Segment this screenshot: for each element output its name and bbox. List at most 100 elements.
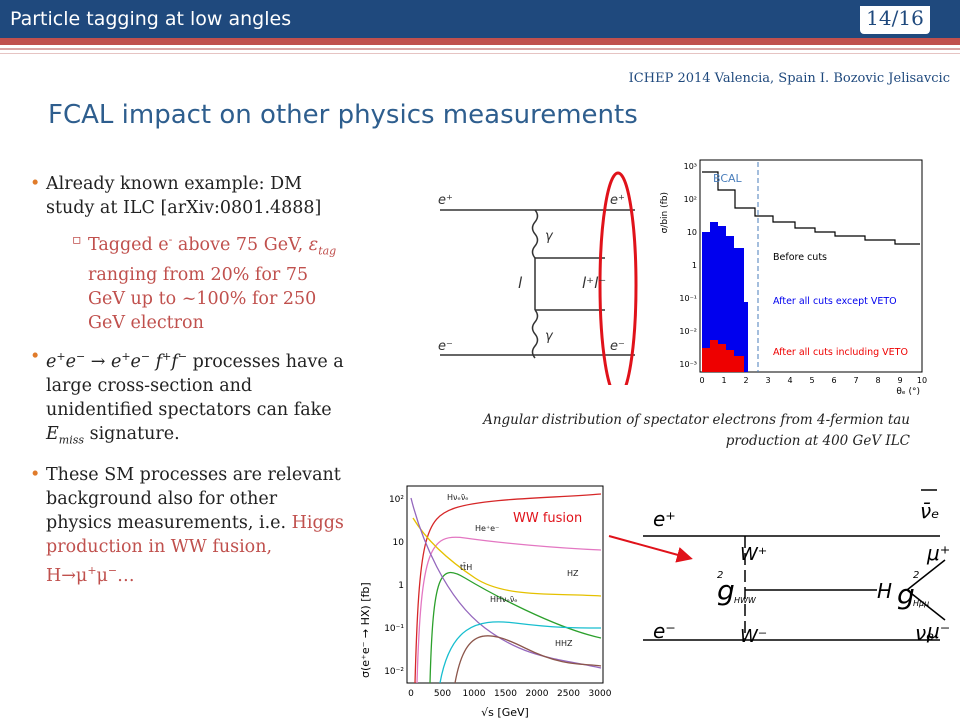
header-bar <box>0 0 960 38</box>
cross-section-image: Hνₑν̄ₑ He⁺e⁻ tt̄H HZ HHνₑν̄ₑ HHZ WW fusi… <box>359 485 612 719</box>
text: Already known example: DM study at ILC [… <box>46 174 322 218</box>
header-stripe <box>0 53 960 54</box>
bcal-label: BCAL <box>713 172 743 185</box>
x-tick-label: 2000 <box>526 689 549 699</box>
x-tick-label: 9 <box>897 376 902 385</box>
x-tick-label: 10 <box>917 376 927 385</box>
label: e⁺ <box>438 193 453 208</box>
label: W⁻ <box>740 626 767 647</box>
x-tick-label: 3 <box>765 376 770 385</box>
label: μ⁻ <box>926 619 950 643</box>
text: + <box>162 350 172 364</box>
highlight-ellipse <box>598 171 638 385</box>
x-tick-label: 7 <box>853 376 858 385</box>
x-axis-label: θₑ (°) <box>896 387 920 397</box>
y-tick-label: 10⁻² <box>679 327 697 336</box>
x-tick-label: 0 <box>699 376 704 385</box>
text: μ <box>96 565 108 586</box>
red-histogram <box>702 340 744 372</box>
legend: After all cuts except VETO <box>773 296 897 307</box>
caption: Angular distribution of spectator electr… <box>483 412 910 449</box>
legend: After all cuts including VETO <box>773 347 908 358</box>
bullet: Already known example: DM study at ILC [… <box>30 172 345 335</box>
legend: Before cuts <box>773 252 827 263</box>
highlight-label: WW fusion <box>513 511 582 526</box>
y-tick-label: 10⁻¹ <box>679 294 697 303</box>
label: e⁻ <box>610 339 625 354</box>
label: νₑ <box>915 621 935 645</box>
label: 2 <box>717 570 723 581</box>
text: − <box>75 350 86 364</box>
y-tick-label: 10⁻¹ <box>384 624 404 634</box>
arrow <box>608 535 693 563</box>
text: Higgs production in WW fusion, H→μ <box>46 512 344 586</box>
feynman-diagram: e⁺ ν̄ₑ W⁺ g 2 HWW H μ⁺ g 2 Hμμ μ⁻ e⁻ W⁻ … <box>643 489 950 647</box>
text: + <box>121 350 131 364</box>
x-tick-label: 8 <box>875 376 880 385</box>
curve-label: He⁺e⁻ <box>475 524 499 533</box>
y-tick-label: 10 <box>687 228 697 237</box>
bullet: These SM processes are relevant backgrou… <box>30 463 345 588</box>
sub-bullet: Tagged e- above 75 GeV, εtag ranging fro… <box>46 228 345 335</box>
header-stripe <box>0 38 960 45</box>
x-axis-label: √s [GeV] <box>481 706 529 719</box>
curve-label: HHνₑν̄ₑ <box>490 595 518 604</box>
x-tick-label: 2500 <box>557 689 580 699</box>
histogram-image: BCAL Before cuts After all cuts except V… <box>660 159 927 397</box>
label: l⁺l⁻ <box>582 274 606 292</box>
x-tick-label: 5 <box>809 376 814 385</box>
y-tick-label: 10 <box>393 538 405 548</box>
slide-title: FCAL impact on other physics measurement… <box>48 100 638 130</box>
label: Hμμ <box>913 599 929 608</box>
label: l <box>518 274 523 292</box>
x-tick-label: 3000 <box>589 689 612 699</box>
feynman-diagram: e⁺ e⁺ e⁻ e⁻ γ γ l l⁺l⁻ <box>438 171 638 385</box>
bullet: e+e− → e+e− f+f− processes have a large … <box>30 345 345 452</box>
text: + <box>56 350 66 364</box>
y-tick-label: 10⁻² <box>384 667 404 677</box>
header-stripe <box>0 48 960 50</box>
text: E <box>46 424 59 445</box>
y-tick-label: 10² <box>389 495 404 505</box>
text: → e <box>85 352 122 373</box>
text: − <box>177 350 188 364</box>
text: signature. <box>84 424 180 445</box>
label: μ⁺ <box>926 541 950 565</box>
curve-label: HHZ <box>555 639 573 648</box>
text: − <box>107 563 118 577</box>
header-title: Particle tagging at low angles <box>10 8 292 30</box>
text: e <box>65 352 76 373</box>
label: g <box>717 574 735 607</box>
label: ν̄ₑ <box>920 499 940 523</box>
text: processes have a large cross-section and… <box>46 352 344 421</box>
conference: ICHEP 2014 Valencia, Spain I. Bozovic Je… <box>628 71 950 86</box>
label: e⁻ <box>653 619 676 643</box>
label: e⁻ <box>438 339 453 354</box>
page-number: 14/16 <box>860 6 930 34</box>
y-axis-label: σ/bin (fb) <box>660 192 670 233</box>
text: These SM processes are relevant backgrou… <box>46 464 341 533</box>
y-axis-label: σ(e⁺e⁻ → HX) [fb] <box>359 582 372 678</box>
label: γ <box>545 229 554 244</box>
text: miss <box>58 433 85 447</box>
text: tag <box>318 244 337 258</box>
label: 2 <box>913 570 919 581</box>
x-tick-label: 1000 <box>463 689 486 699</box>
curve-label: tt̄H <box>460 562 472 572</box>
y-tick-label: 10³ <box>684 162 697 171</box>
text: … <box>117 565 135 586</box>
x-tick-label: 6 <box>831 376 836 385</box>
text: e <box>46 352 57 373</box>
text: − <box>140 350 151 364</box>
x-tick-label: 0 <box>408 689 414 699</box>
text: Tagged e <box>88 234 169 255</box>
y-tick-label: 10⁻³ <box>679 360 697 369</box>
y-tick-label: 1 <box>398 581 404 591</box>
label: W⁺ <box>740 544 767 565</box>
label: γ <box>545 329 554 344</box>
label: g <box>897 578 915 611</box>
y-tick-label: 1 <box>692 261 697 270</box>
blue-histogram <box>702 222 748 372</box>
